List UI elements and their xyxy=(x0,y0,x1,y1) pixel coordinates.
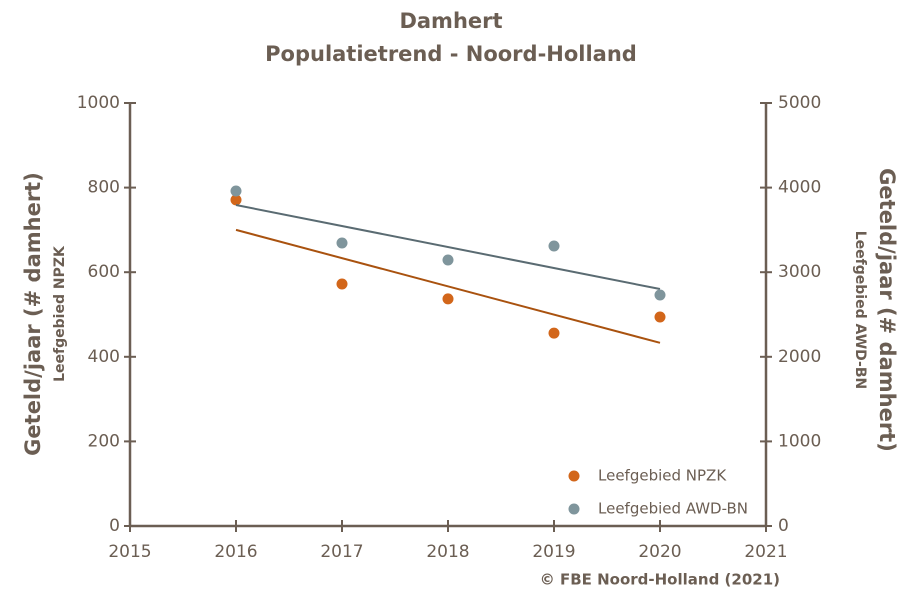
point xyxy=(442,293,454,305)
y-tick-label: 600 xyxy=(88,262,120,282)
trend-line xyxy=(235,204,661,291)
x-tick-label: 2016 xyxy=(214,542,257,562)
y-tick-label: 400 xyxy=(88,347,120,367)
point xyxy=(654,289,666,301)
point xyxy=(548,240,560,252)
x-tick-label: 2018 xyxy=(426,542,469,562)
legend-marker xyxy=(568,503,580,515)
y2-tick-label: 2000 xyxy=(778,347,821,367)
y2-axis-sublabel: Leefgebied AWD-BN xyxy=(852,231,868,389)
point xyxy=(230,194,242,206)
legend-label: Leefgebied NPZK xyxy=(598,467,727,485)
x-tick-label: 2017 xyxy=(320,542,363,562)
point xyxy=(548,327,560,339)
y2-tick-label: 5000 xyxy=(778,93,821,113)
legend-label: Leefgebied AWD-BN xyxy=(598,500,748,518)
y-axis-label: Geteld/jaar (# damhert) xyxy=(21,172,45,456)
y2-tick-label: 0 xyxy=(778,516,789,536)
trend-line xyxy=(235,228,661,344)
y-tick-label: 0 xyxy=(109,516,120,536)
y2-tick-label: 4000 xyxy=(778,178,821,198)
credit: © FBE Noord-Holland (2021) xyxy=(540,571,780,589)
x-tick-label: 2015 xyxy=(108,542,151,562)
y2-axis-label: Geteld/jaar (# damhert) xyxy=(875,168,899,452)
y2-tick-label: 3000 xyxy=(778,262,821,282)
legend-marker xyxy=(568,470,580,482)
y-tick-label: 200 xyxy=(88,431,120,451)
point xyxy=(230,185,242,197)
point xyxy=(336,278,348,290)
chart-subtitle: Populatietrend - Noord-Holland xyxy=(265,42,637,66)
x-tick-label: 2020 xyxy=(638,542,681,562)
x-tick-label: 2019 xyxy=(532,542,575,562)
x-tick-label: 2021 xyxy=(744,542,787,562)
chart-title: Damhert xyxy=(399,9,502,33)
point xyxy=(654,311,666,323)
y-tick-label: 1000 xyxy=(77,93,120,113)
y2-tick-label: 1000 xyxy=(778,431,821,451)
y-tick-label: 800 xyxy=(88,178,120,198)
point xyxy=(336,237,348,249)
point xyxy=(442,254,454,266)
y-axis-sublabel: Leefgebied NPZK xyxy=(52,245,68,382)
